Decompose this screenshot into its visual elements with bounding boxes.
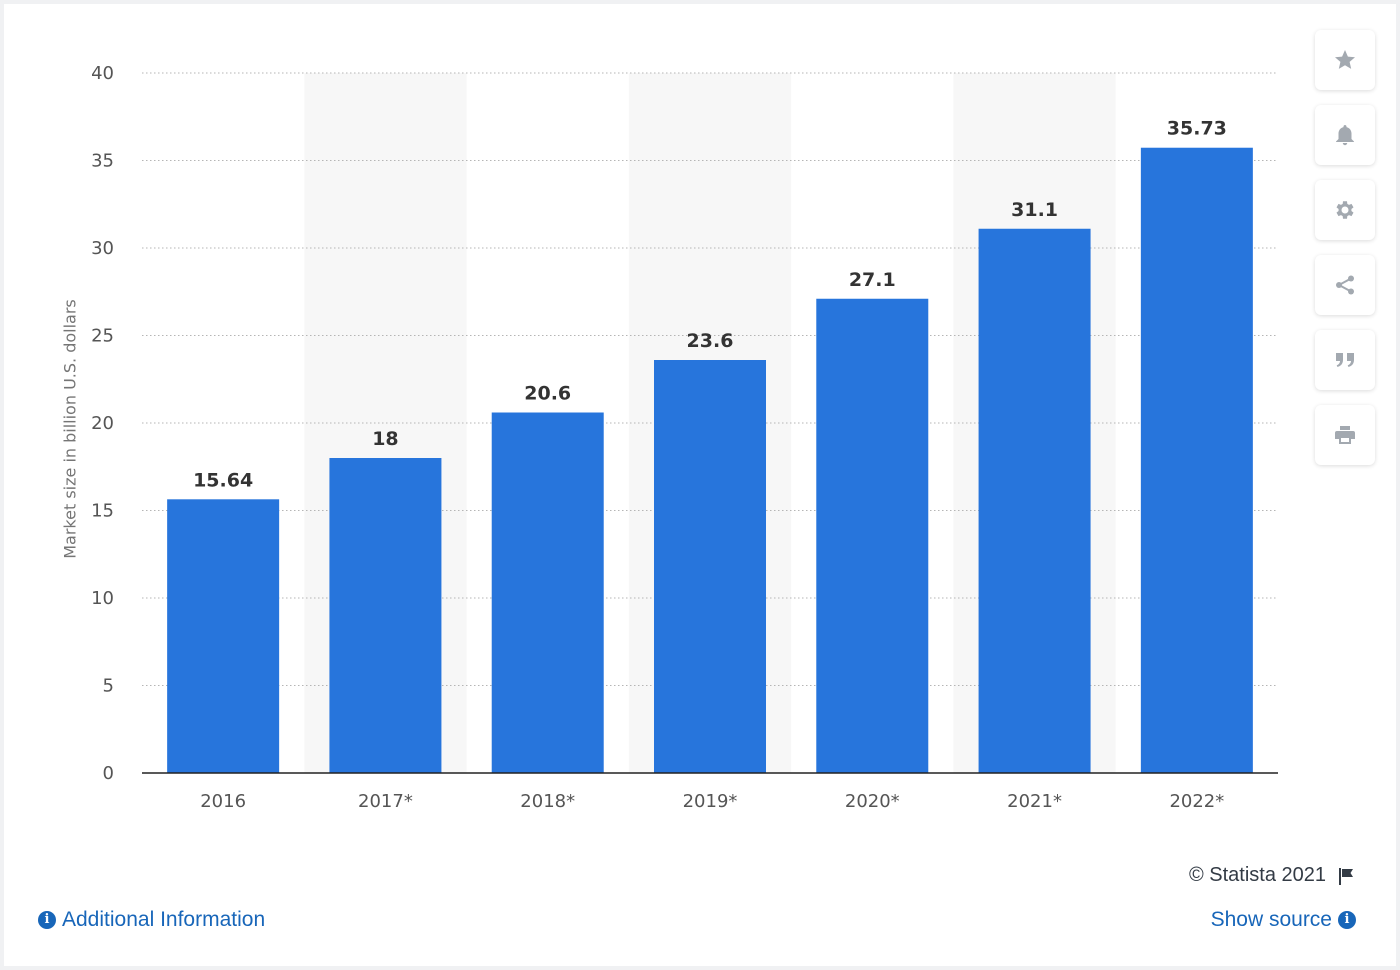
bars bbox=[167, 147, 1253, 774]
y-tick-0: 0 bbox=[103, 763, 114, 784]
y-tick-25: 25 bbox=[91, 326, 114, 347]
value-label-2019*: 23.6 bbox=[687, 330, 734, 352]
settings-button[interactable] bbox=[1315, 180, 1375, 240]
y-tick-10: 10 bbox=[91, 588, 114, 609]
value-label-2017*: 18 bbox=[372, 428, 398, 450]
info-icon: i bbox=[1338, 911, 1356, 929]
share-button[interactable] bbox=[1315, 255, 1375, 315]
bar-chart: 0 5 10 15 20 25 30 35 40 15.64 18 20.6 23.6 27.1 31.1… bbox=[91, 63, 1278, 812]
bell-icon bbox=[1336, 125, 1354, 146]
show-source-link[interactable]: Show source i bbox=[1211, 908, 1356, 932]
chart-toolbar bbox=[1315, 30, 1375, 480]
y-tick-40: 40 bbox=[91, 63, 114, 84]
bar-2016 bbox=[167, 499, 280, 773]
x-tick-2017*: 2017* bbox=[358, 791, 413, 812]
bar-2019* bbox=[654, 360, 766, 773]
bar-2022* bbox=[1140, 147, 1253, 774]
show-source-label: Show source bbox=[1210, 908, 1332, 931]
bar-2020* bbox=[816, 298, 929, 773]
cite-button[interactable] bbox=[1315, 330, 1375, 390]
gear-icon bbox=[1336, 201, 1354, 219]
y-tick-labels: 0 5 10 15 20 25 30 35 40 bbox=[91, 63, 114, 784]
additional-information-label: Additional Information bbox=[62, 908, 266, 931]
flag-icon[interactable] bbox=[1336, 866, 1356, 886]
chart-card: 0 5 10 15 20 25 30 35 40 15.64 18 20.6 23.6 27.1 31.1… bbox=[4, 4, 1396, 966]
value-label-2018*: 20.6 bbox=[524, 383, 571, 405]
bar-2017* bbox=[329, 458, 442, 773]
x-tick-2016: 2016 bbox=[200, 791, 246, 812]
bar-2021* bbox=[978, 228, 1091, 773]
y-tick-30: 30 bbox=[91, 238, 114, 259]
x-tick-2018*: 2018* bbox=[520, 791, 575, 812]
quote-icon bbox=[1336, 353, 1354, 367]
y-axis-label: Market size in billion U.S. dollars bbox=[60, 299, 80, 559]
value-labels: 15.64 18 20.6 23.6 27.1 31.1 35.73 bbox=[193, 118, 1227, 492]
value-label-2016: 15.64 bbox=[193, 469, 253, 491]
bar-2018* bbox=[491, 412, 604, 773]
favorite-button[interactable] bbox=[1315, 30, 1375, 90]
value-label-2022*: 35.73 bbox=[1167, 118, 1227, 140]
x-tick-labels: 2016 2017* 2018* 2019* 2020* 2021* 2022* bbox=[200, 791, 1224, 812]
y-tick-5: 5 bbox=[103, 676, 114, 697]
notification-button[interactable] bbox=[1315, 105, 1375, 165]
share-icon bbox=[1336, 275, 1354, 295]
statista-copyright-link[interactable]: © Statista 2021 bbox=[1188, 864, 1326, 886]
additional-information-link[interactable]: i Additional Information bbox=[38, 908, 265, 932]
x-tick-2019*: 2019* bbox=[683, 791, 738, 812]
value-label-2021*: 31.1 bbox=[1011, 199, 1058, 221]
star-icon bbox=[1335, 50, 1355, 69]
info-icon: i bbox=[38, 911, 56, 929]
y-tick-15: 15 bbox=[91, 501, 114, 522]
value-label-2020*: 27.1 bbox=[849, 269, 896, 291]
x-tick-2022*: 2022* bbox=[1169, 791, 1224, 812]
print-button[interactable] bbox=[1315, 405, 1375, 465]
y-tick-20: 20 bbox=[91, 413, 114, 434]
x-tick-2020*: 2020* bbox=[845, 791, 900, 812]
y-tick-35: 35 bbox=[91, 151, 114, 172]
x-tick-2021*: 2021* bbox=[1007, 791, 1062, 812]
copyright: © Statista 2021 bbox=[1189, 864, 1356, 887]
print-icon bbox=[1335, 426, 1355, 444]
